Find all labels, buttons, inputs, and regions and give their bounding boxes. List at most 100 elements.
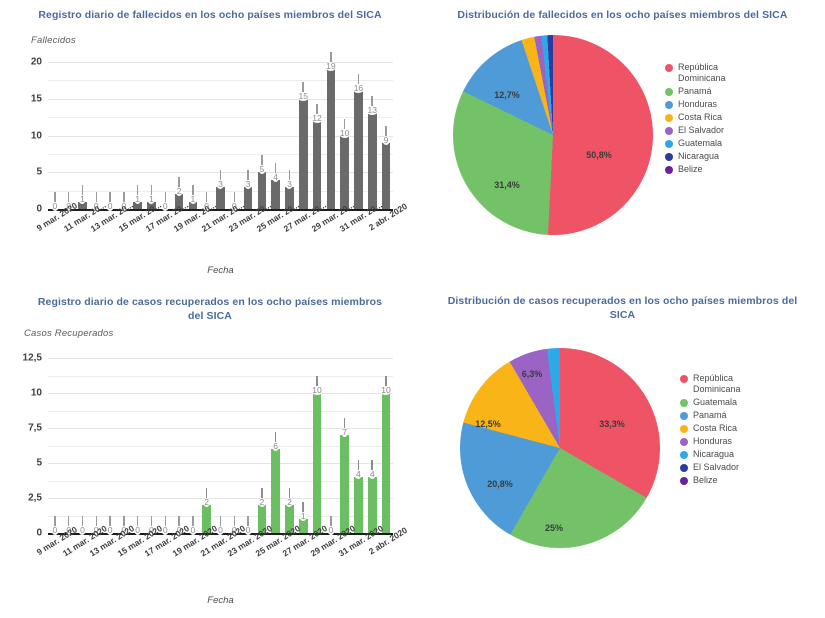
legend-item[interactable]: Honduras: [680, 436, 810, 447]
gridline: [48, 98, 393, 100]
legend-item[interactable]: República Dominicana: [665, 62, 805, 84]
legend-fallecidos: República Dominicana Panamá Honduras Costa …: [665, 62, 805, 175]
bar[interactable]: 1: [78, 184, 87, 209]
legend-item[interactable]: Panamá: [680, 410, 810, 421]
legend-item[interactable]: El Salvador: [665, 125, 805, 136]
bar-slot: 0: [62, 358, 76, 535]
legend-item[interactable]: Belize: [665, 164, 805, 175]
bar[interactable]: 2: [285, 488, 294, 533]
bar[interactable]: 2: [174, 177, 184, 209]
bar-value-label: 6: [272, 441, 280, 451]
bar-whisker: [274, 162, 277, 180]
bar[interactable]: 6: [271, 432, 280, 533]
bar-value-label: 0: [79, 525, 86, 535]
bar-slot: 0: [62, 62, 76, 211]
legend-item[interactable]: República Dominicana: [680, 373, 810, 395]
bar[interactable]: 1: [147, 184, 156, 209]
legend-item[interactable]: Costa Rica: [665, 112, 805, 123]
bar-whisker: [54, 192, 56, 209]
bar[interactable]: 19: [325, 52, 337, 209]
pie-fallecidos: 50,8% 31,4% 12,7%: [453, 35, 653, 235]
bar-whisker: [247, 169, 249, 187]
axis-baseline: [48, 209, 393, 211]
bar-value-label: 1: [189, 193, 197, 204]
bar[interactable]: 15: [297, 81, 309, 209]
bar-whisker: [343, 118, 346, 136]
bar[interactable]: 4: [367, 460, 377, 533]
legend-item[interactable]: Nicaragua: [680, 449, 810, 460]
bar-series: 0 0 1 0 0 0 1 1 0 2 1 0 3 0 3 5 4 3 15 12 19 10 16 13 9: [48, 52, 393, 211]
bar[interactable]: 5: [257, 155, 267, 209]
gridline-minor: [48, 153, 393, 155]
bar-slot: 2: [255, 358, 269, 533]
legend-label: Panamá: [678, 86, 712, 96]
pie-percent-label: 25%: [544, 523, 564, 533]
legend-item[interactable]: Guatemala: [665, 138, 805, 149]
bar-whisker: [219, 169, 222, 187]
bar[interactable]: 2: [257, 488, 267, 533]
bar[interactable]: 10: [380, 376, 392, 533]
bar-slot: 0: [324, 358, 338, 535]
pie-percent-label: 6,3%: [521, 369, 543, 379]
bar-whisker: [316, 103, 318, 121]
panel-fallecidos-diario: Registro diario de fallecidos en los och…: [0, 0, 420, 285]
bar[interactable]: 4: [271, 162, 280, 209]
bar-whisker: [109, 192, 111, 209]
bar[interactable]: 3: [285, 169, 294, 209]
chart-title-recuperados-distribucion: Distribución de casos recuperados en los…: [447, 295, 798, 322]
pie-slices[interactable]: [460, 348, 660, 548]
bar-whisker: [81, 184, 84, 202]
bar[interactable]: 10: [311, 376, 323, 533]
bar[interactable]: 1: [188, 184, 198, 209]
bar-whisker: [330, 516, 332, 533]
bar-whisker: [81, 516, 84, 533]
bar-whisker: [136, 516, 139, 533]
bar[interactable]: 9: [381, 125, 391, 209]
bar[interactable]: 1: [298, 502, 308, 533]
bar[interactable]: 2: [202, 488, 211, 533]
bar-slot: 19: [324, 52, 338, 209]
bar-value-label: 0: [65, 525, 73, 535]
bar[interactable]: 16: [352, 74, 365, 209]
bar[interactable]: 10: [338, 118, 351, 209]
bar-whisker: [109, 516, 111, 533]
legend-item[interactable]: Belize: [680, 475, 810, 486]
bar-value-label: 0: [92, 525, 100, 535]
bar[interactable]: 4: [354, 460, 363, 533]
bar-value-label: 10: [338, 127, 351, 138]
bar[interactable]: 7: [340, 418, 349, 533]
chart-title-fallecidos-diario: Registro diario de fallecidos en los och…: [38, 9, 382, 21]
bar-value-label: 1: [299, 511, 307, 521]
legend-item[interactable]: El Salvador: [680, 462, 810, 473]
legend-item[interactable]: Guatemala: [680, 397, 810, 408]
bar[interactable]: 1: [133, 184, 142, 209]
bar-whisker: [302, 502, 304, 519]
legend-color-swatch: [680, 450, 688, 459]
bar-slot: 0: [158, 62, 172, 211]
legend-label: Honduras: [693, 436, 733, 446]
bar-whisker: [164, 516, 167, 533]
bar-whisker: [274, 432, 277, 449]
bar[interactable]: 12: [311, 103, 323, 209]
bar-slot: 0: [89, 62, 103, 211]
bar[interactable]: 13: [366, 96, 378, 209]
bar-slot: 2: [283, 358, 297, 533]
legend-item[interactable]: Costa Rica: [680, 423, 810, 434]
legend-item[interactable]: Nicaragua: [665, 151, 805, 162]
pie-recuperados: 33,3% 25% 20,8% 12,5% 6,3%: [460, 348, 660, 548]
legend-color-swatch: [680, 476, 688, 485]
pie-slices[interactable]: [453, 35, 653, 235]
bar-whisker: [233, 516, 235, 533]
bar-value-label: 2: [258, 497, 266, 507]
legend-item[interactable]: Panamá: [665, 86, 805, 97]
bar[interactable]: 3: [243, 169, 253, 209]
y-axis-tick: 12,5: [22, 352, 42, 364]
x-axis-labels: 9 mar. 2020 11 mar. 2020 13 mar. 2020 15 ma…: [35, 523, 409, 593]
bar[interactable]: 3: [216, 169, 225, 209]
legend-label: Guatemala: [693, 397, 738, 407]
bar-whisker: [302, 81, 304, 99]
legend-item[interactable]: Honduras: [665, 99, 805, 110]
bar-whisker: [54, 516, 56, 533]
bar-value-label: 15: [297, 90, 309, 101]
y-axis-tick: 20: [30, 56, 42, 68]
